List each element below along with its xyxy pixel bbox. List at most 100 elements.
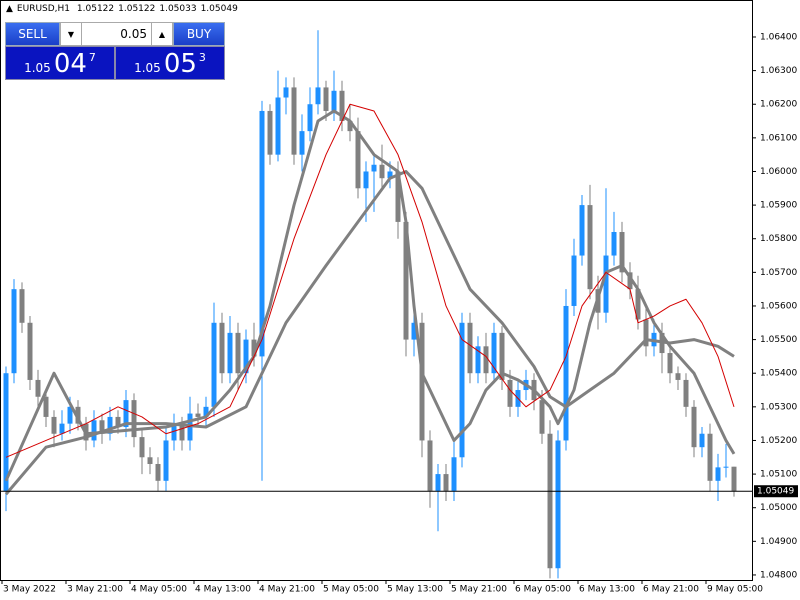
candle-body <box>635 289 641 320</box>
current-price-label: 1.05049 <box>757 487 794 497</box>
symbol: EURUSD,H1 <box>16 4 71 14</box>
candle-body <box>475 346 481 374</box>
candle-body <box>403 221 409 340</box>
candle-body <box>411 322 417 340</box>
candle-body <box>419 322 425 441</box>
candle-body <box>115 416 121 428</box>
candle-body <box>667 353 673 374</box>
price-prefix: 1.05 <box>24 61 51 75</box>
candle-body <box>539 400 545 434</box>
candle-body <box>139 437 145 458</box>
x-tick-label: 4 May 05:00 <box>131 585 187 595</box>
candle-body <box>243 339 249 374</box>
candle-body <box>99 420 105 434</box>
header-high: 1.05122 <box>118 4 156 14</box>
sell-button[interactable]: SELL <box>5 22 60 46</box>
y-tick-label: 1.05200 <box>760 436 797 446</box>
buy-button[interactable]: BUY <box>173 22 225 46</box>
plot-frame <box>0 0 753 581</box>
candle-body <box>131 400 137 438</box>
candle-body <box>571 255 577 306</box>
candle-body <box>355 131 361 189</box>
volume-box: ▼ 0.05 ▲ <box>60 22 173 46</box>
moving-average <box>4 169 735 496</box>
candle-body <box>331 90 337 111</box>
x-tick-label: 5 May 21:00 <box>451 585 507 595</box>
header-icon: ▲ <box>6 4 13 14</box>
x-tick-label: 3 May 21:00 <box>67 585 123 595</box>
candle-body <box>67 406 73 424</box>
candle-body <box>3 373 9 491</box>
candle-body <box>195 413 201 417</box>
moving-average <box>4 109 736 482</box>
x-tick-label: 4 May 13:00 <box>195 585 251 595</box>
candle-body <box>483 346 489 374</box>
candle-body <box>731 466 737 492</box>
candle-body <box>435 474 441 491</box>
candle-body <box>547 433 553 569</box>
moving-average <box>5 103 735 458</box>
candle-body <box>499 332 505 380</box>
y-tick-label: 1.05400 <box>760 369 797 379</box>
candle-body <box>251 339 257 357</box>
x-tick-label: 3 May 2022 <box>3 585 56 595</box>
candle-body <box>203 406 209 417</box>
y-tick-label: 1.05700 <box>760 268 797 278</box>
candle-body <box>107 416 113 434</box>
buy-price[interactable]: 1.05 05 3 <box>115 46 225 80</box>
candle-body <box>627 272 633 290</box>
header-close: 1.05049 <box>200 4 238 14</box>
candle-body <box>387 171 393 179</box>
candle-body <box>563 305 569 441</box>
candle-body <box>619 232 625 273</box>
y-tick-label: 1.04900 <box>760 537 797 547</box>
chart-header: ▲ EURUSD,H1 1.05122 1.05122 1.05033 1.05049 <box>6 4 242 14</box>
candle-body <box>427 440 433 491</box>
candle-body <box>283 87 289 98</box>
candle-body <box>91 420 97 441</box>
candle-body <box>707 433 713 481</box>
candle-body <box>507 379 513 407</box>
candle-body <box>587 205 593 290</box>
candle-body <box>275 97 281 155</box>
price-pips: 04 <box>53 49 87 79</box>
volume-input[interactable]: 0.05 <box>120 27 147 41</box>
candle-body <box>467 322 473 374</box>
candle-body <box>35 379 41 397</box>
volume-up[interactable]: ▲ <box>151 23 172 45</box>
y-tick-label: 1.05300 <box>760 402 797 412</box>
y-tick-label: 1.06400 <box>760 32 797 42</box>
candle-body <box>691 406 697 448</box>
candle-body <box>147 457 153 464</box>
candle-body <box>267 110 273 155</box>
price-point: 3 <box>198 51 206 64</box>
candle-body <box>123 400 129 428</box>
candle-body <box>307 104 313 132</box>
candle-body <box>19 289 25 323</box>
candle-body <box>11 289 17 374</box>
candle-body <box>75 406 81 424</box>
candle-body <box>675 373 681 380</box>
candle-body <box>491 332 497 374</box>
candle-body <box>395 171 401 222</box>
x-tick-label: 5 May 05:00 <box>323 585 379 595</box>
candle-body <box>555 440 561 569</box>
candle-body <box>179 423 185 441</box>
candle-body <box>27 322 33 380</box>
y-tick-label: 1.05000 <box>760 503 797 513</box>
candle-body <box>379 164 385 179</box>
candle-body <box>363 171 369 189</box>
price-prefix: 1.05 <box>134 61 161 75</box>
candle-body <box>347 121 353 132</box>
header-open: 1.05122 <box>76 4 115 14</box>
sell-price[interactable]: 1.05 04 7 <box>5 46 115 80</box>
volume-down[interactable]: ▼ <box>61 23 82 45</box>
y-tick-label: 1.04800 <box>760 570 797 580</box>
candle-body <box>227 332 233 374</box>
candle-body <box>323 87 329 111</box>
y-tick-label: 1.05800 <box>760 234 797 244</box>
y-tick-label: 1.05600 <box>760 301 797 311</box>
x-tick-label: 9 May 05:00 <box>707 585 763 595</box>
candle-body <box>699 433 705 448</box>
candle-body <box>155 464 161 481</box>
